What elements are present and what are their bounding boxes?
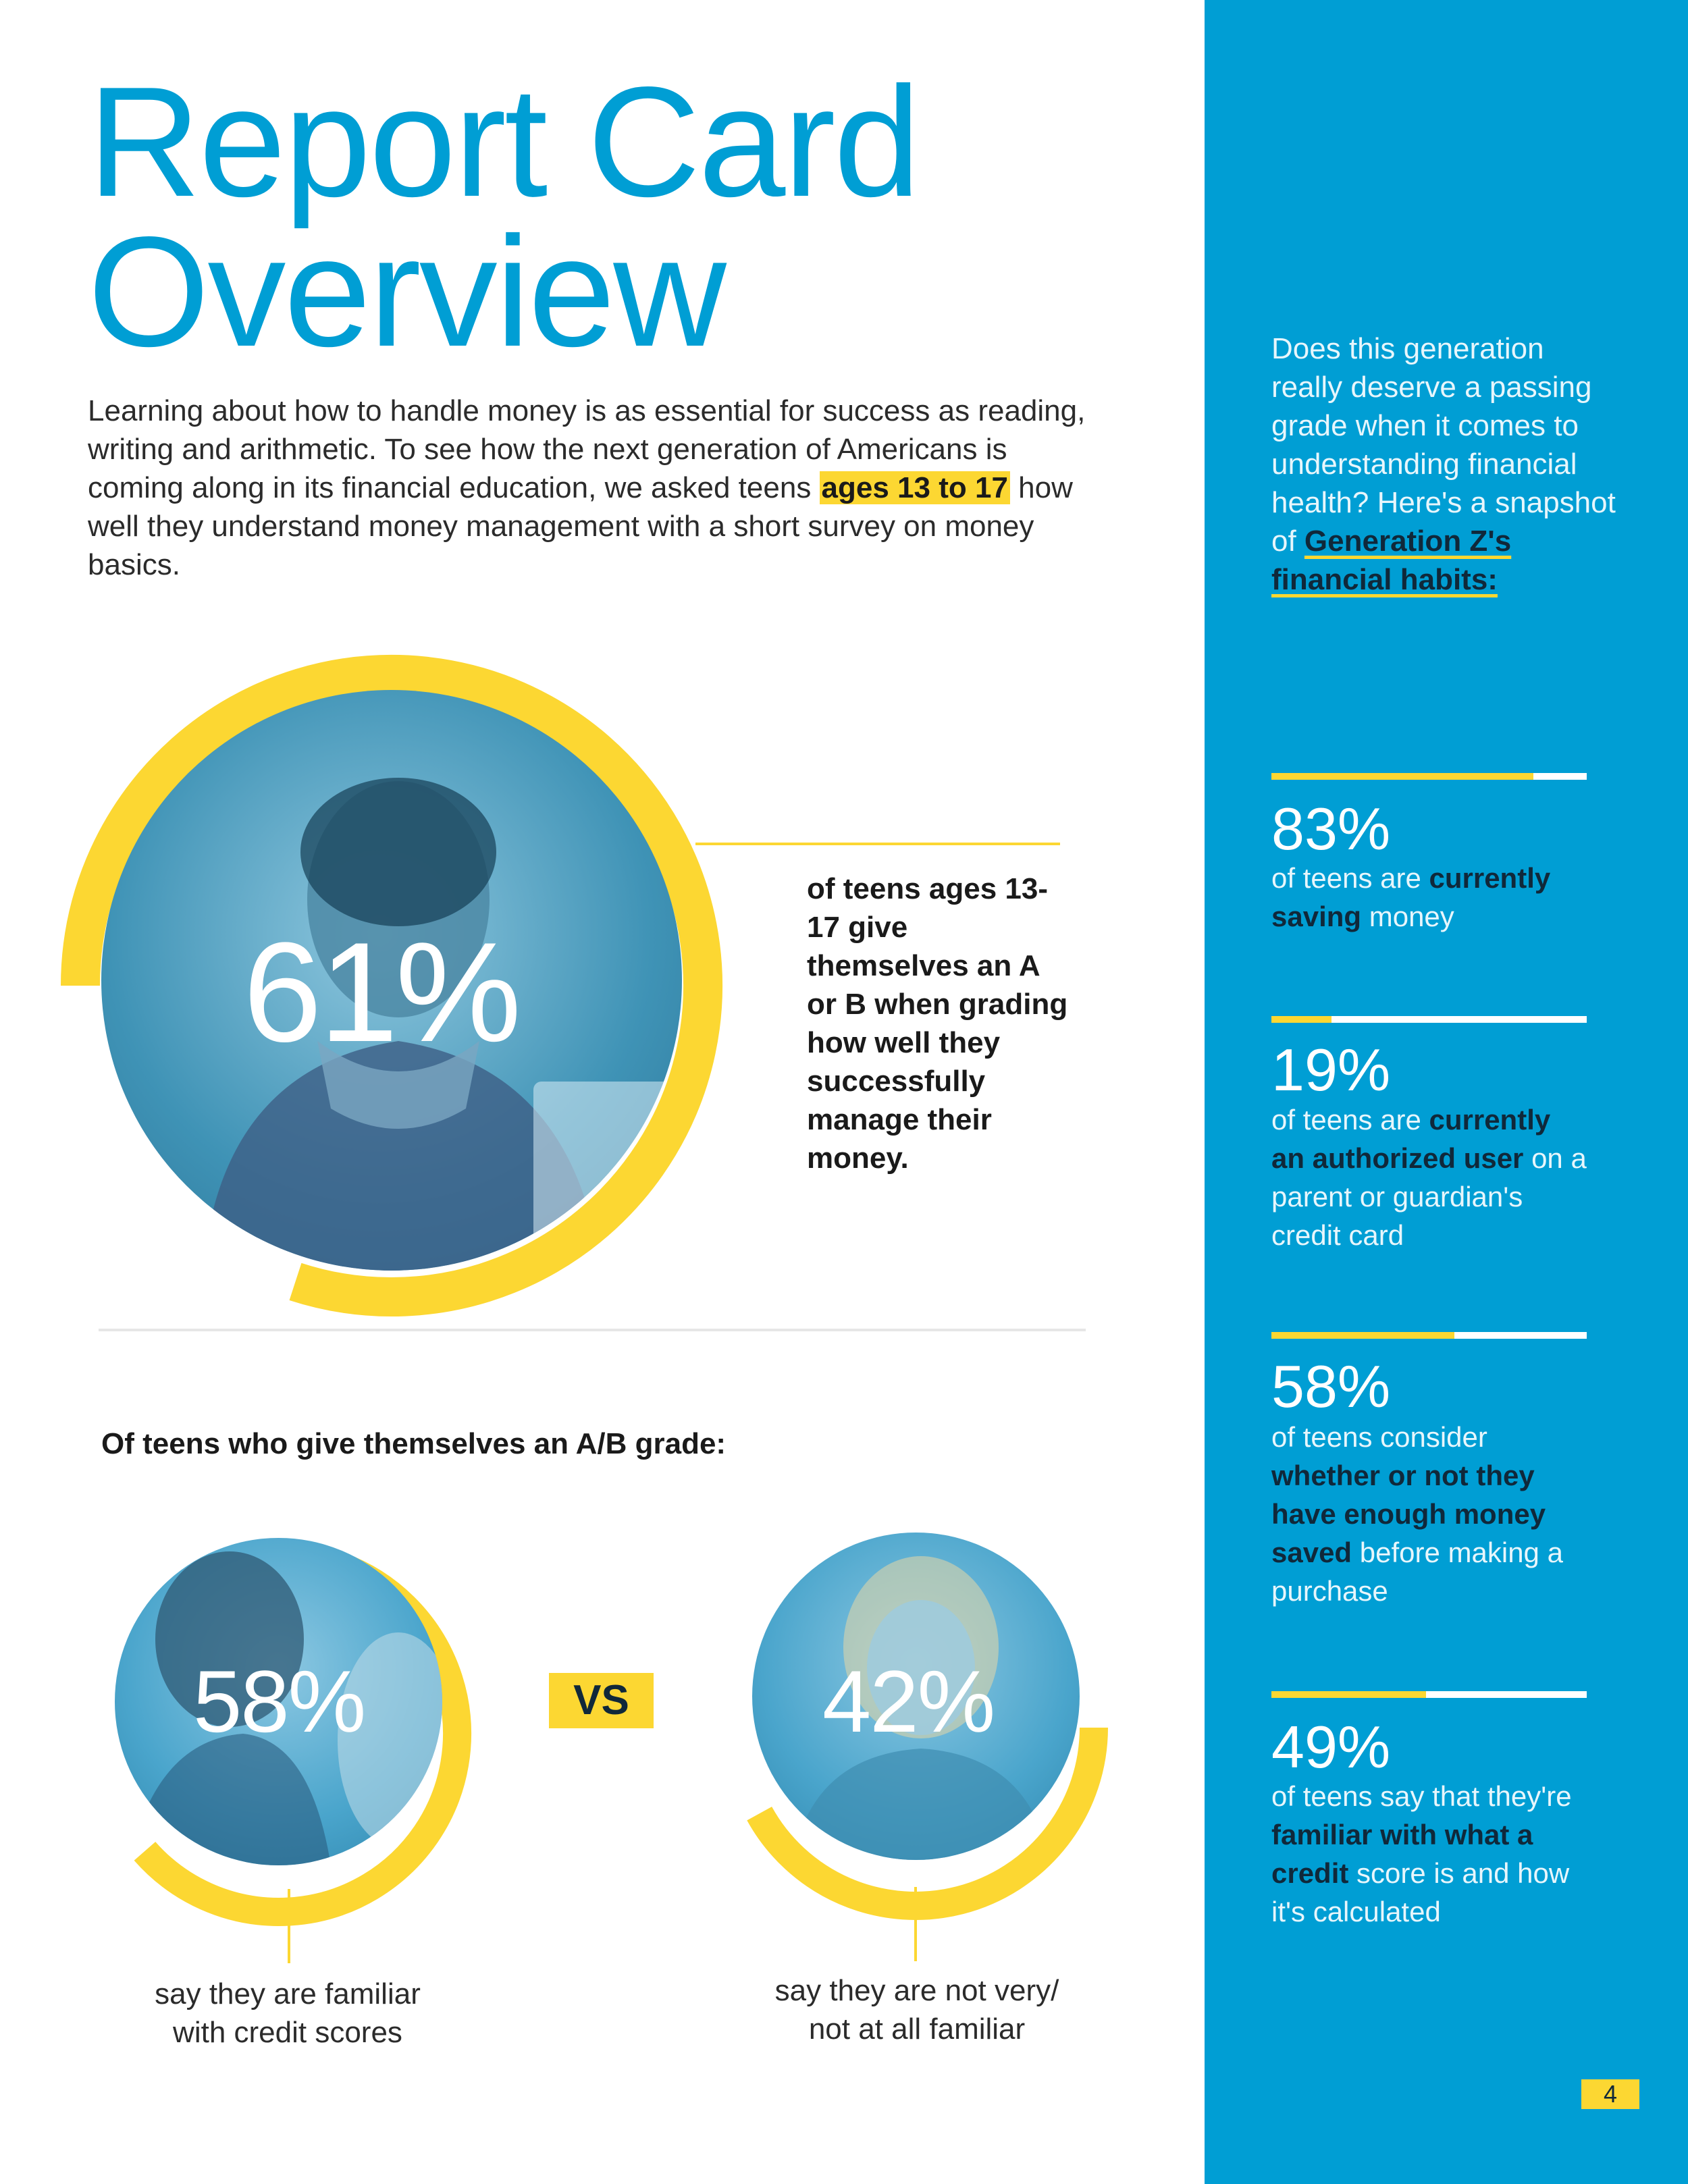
vs-badge: VS [549,1673,654,1728]
familiar-stem [288,1889,290,1963]
not-familiar-caption-line-2: not at all familiar [808,2013,1026,2046]
stat-bar-4 [1271,1691,1587,1698]
sidebar-intro-text: Does this generation really deserve a pa… [1271,332,1616,558]
main-stat-leader-line [695,843,1060,845]
stat-3-text-a: of teens consider [1271,1421,1487,1453]
teens-photo-right [752,1533,1080,1860]
not-familiar-stem [914,1887,917,1961]
familiar-stat-value: 58% [193,1652,366,1751]
familiar-caption-line-1: say they are familiar [155,1977,421,2010]
stat-3-text-b: before making a purchase [1271,1537,1563,1607]
not-familiar-caption: say they are not very/ not at all famili… [741,1971,1092,2048]
stat-value-3: 58% [1271,1353,1391,1420]
stat-value-2: 19% [1271,1036,1391,1103]
stat-value-1: 83% [1271,795,1391,862]
teen-photo [101,690,682,1271]
stat-1-bold: currently saving [1271,862,1551,932]
stat-4-bold: familiar with what a credit [1271,1819,1533,1889]
stat-3-bold: whether or not they have enough money sa… [1271,1460,1546,1568]
stat-bar-1-fill [1271,773,1533,780]
stat-2-bold: currently an authorized user [1271,1104,1551,1174]
main-stat-ring [61,655,722,1316]
stat-text-4: of teens say that they're familiar with … [1271,1777,1589,1931]
stat-bar-3 [1271,1332,1587,1339]
stat-text-1: of teens are currently saving money [1271,859,1589,936]
sidebar-panel [1205,0,1688,2184]
main-stat-ring-arc [61,655,722,1316]
sidebar-intro: Does this generation really deserve a pa… [1271,329,1623,599]
stat-bar-2-fill [1271,1016,1331,1023]
stat-text-3: of teens consider whether or not they ha… [1271,1418,1589,1610]
intro-text-end: how well they understand money managemen… [88,471,1073,581]
teens-illustration-right [793,1556,1049,1860]
stat-text-2: of teens are currently an authorized use… [1271,1100,1589,1254]
main-stat-caption: of teens ages 13-17 give themselves an A… [807,872,1068,1175]
ab-grade-heading: Of teens who give themselves an A/B grad… [101,1427,727,1460]
intro-paragraph: Learning about how to handle money is as… [88,392,1087,584]
intro-highlight: ages 13 to 17 [819,471,1010,504]
stat-2-text-a: of teens are [1271,1104,1429,1136]
stat-bar-1 [1271,773,1587,780]
stat-bar-3-fill [1271,1332,1454,1339]
title-line-2: Overview [88,205,727,379]
not-familiar-caption-line-1: say they are not very/ [774,1974,1059,2007]
stat-2-text-b: on a parent or guardian's credit card [1271,1142,1587,1251]
familiar-caption-line-2: with credit scores [173,2016,402,2049]
main-stat-value: 61% [243,913,521,1071]
not-familiar-ring [747,1727,1108,1920]
not-familiar-ring-arc [747,1727,1108,1920]
familiar-caption: say they are familiar with credit scores [112,1975,463,2052]
title-line-1: Report Card [88,55,921,230]
stat-bar-4-fill [1271,1691,1426,1698]
stat-value-4: 49% [1271,1713,1391,1780]
not-familiar-stat-value: 42% [822,1652,995,1751]
stat-4-text-a: of teens say that they're [1271,1780,1572,1812]
section-divider [99,1329,1086,1331]
stat-4-text-b: score is and how it's calculated [1271,1857,1570,1927]
page-title: Report Card Overview [88,55,921,379]
intro-text-start: Learning about how to handle money is as… [88,394,1086,504]
page-number: 4 [1581,2079,1639,2109]
stat-1-text-b: money [1361,901,1454,932]
stat-1-text-a: of teens are [1271,862,1429,894]
stat-bar-2 [1271,1016,1587,1023]
sidebar-intro-bold: Generation Z's financial habits: [1271,525,1512,596]
